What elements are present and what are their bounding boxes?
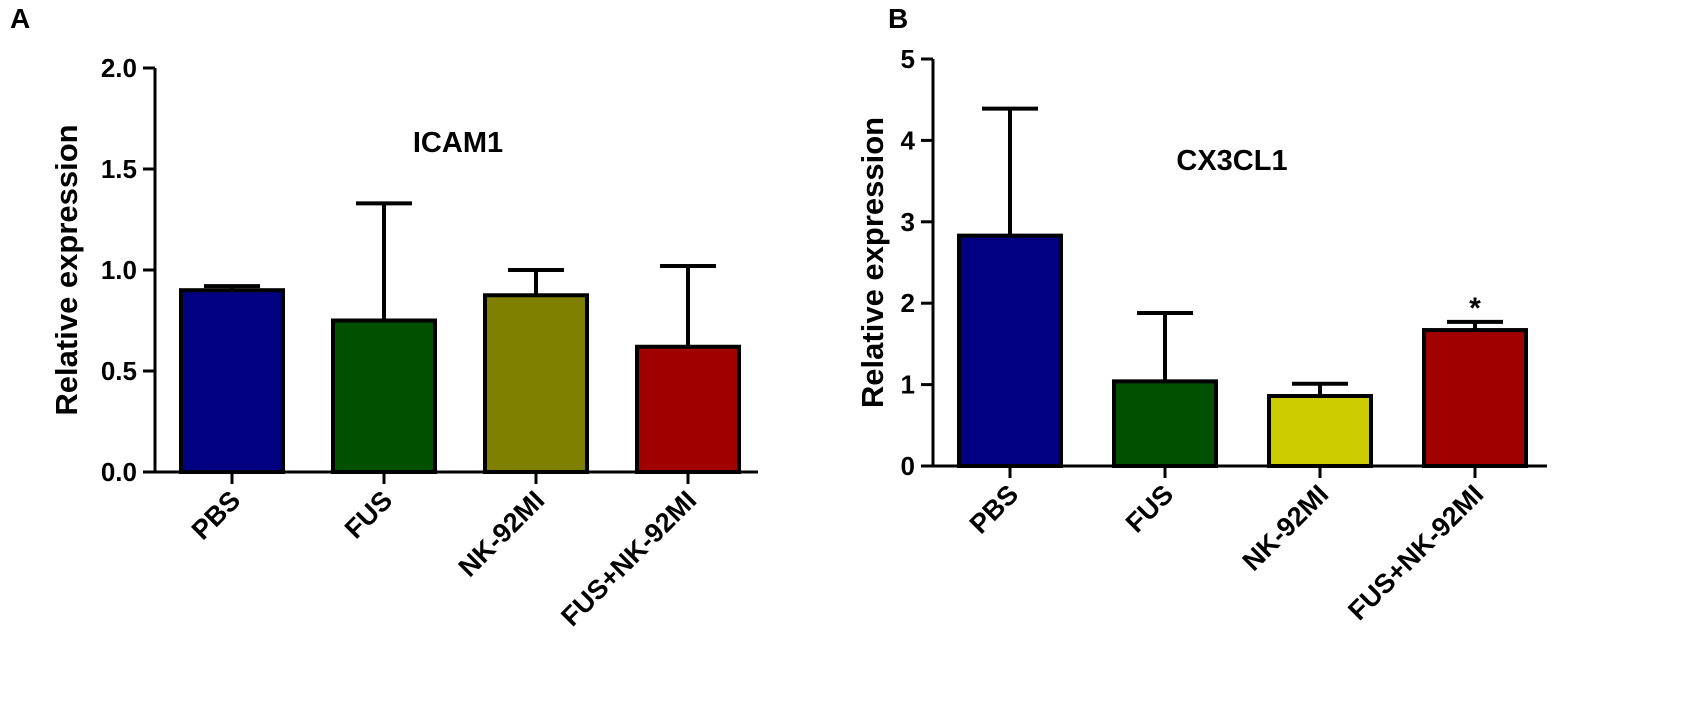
y-tick-label: 0 [901, 451, 915, 481]
chart-title: ICAM1 [413, 127, 503, 159]
x-tick-label: FUS+NK-92MI [555, 485, 702, 632]
x-tick-label: FUS [1120, 479, 1179, 538]
chart-title: CX3CL1 [1176, 145, 1287, 177]
y-tick-label: 1 [901, 370, 915, 400]
x-tick-label: PBS [186, 485, 246, 545]
bar-pbs [179, 288, 285, 475]
bar-fus-nk-92mi [635, 344, 741, 475]
bar-nk-92mi [1267, 393, 1373, 468]
chart-cx3cl1: 0 1 2 3 4 5 Relative expression CX3CL1 PBS FUS NK-… [855, 44, 1547, 626]
x-tick-label: FUS+NK-92MI [1342, 479, 1489, 626]
x-tick-label: PBS [964, 479, 1024, 539]
bar-nk-92mi [483, 293, 589, 474]
panel-label-a: A [10, 3, 30, 34]
y-tick-label: 4 [901, 125, 916, 155]
y-axis-title: Relative expression [49, 124, 84, 415]
y-tick-label: 1.0 [101, 255, 137, 285]
x-tick-label: NK-92MI [453, 485, 551, 583]
chart-icam1: 0.0 0.5 1.0 1.5 2.0 Relative expression ICAM1 P… [49, 53, 758, 632]
y-tick-label: 5 [901, 44, 915, 74]
bar-fus-nk-92mi [1422, 328, 1528, 469]
y-tick-label: 3 [901, 207, 915, 237]
x-tick-label: FUS [339, 485, 398, 544]
y-tick-label: 1.5 [101, 154, 137, 184]
y-tick-label: 2.0 [101, 53, 137, 83]
y-tick-label: 0.5 [101, 356, 137, 386]
y-tick-label: 0.0 [101, 457, 137, 487]
bar-fus [331, 318, 437, 474]
bar-pbs [957, 233, 1063, 468]
bar-fus [1112, 379, 1218, 468]
panel-label-b: B [888, 3, 908, 34]
y-axis-title: Relative expression [855, 117, 890, 408]
y-tick-label: 2 [901, 288, 915, 318]
significance-marker: * [1469, 292, 1481, 325]
x-tick-label: NK-92MI [1237, 479, 1335, 577]
